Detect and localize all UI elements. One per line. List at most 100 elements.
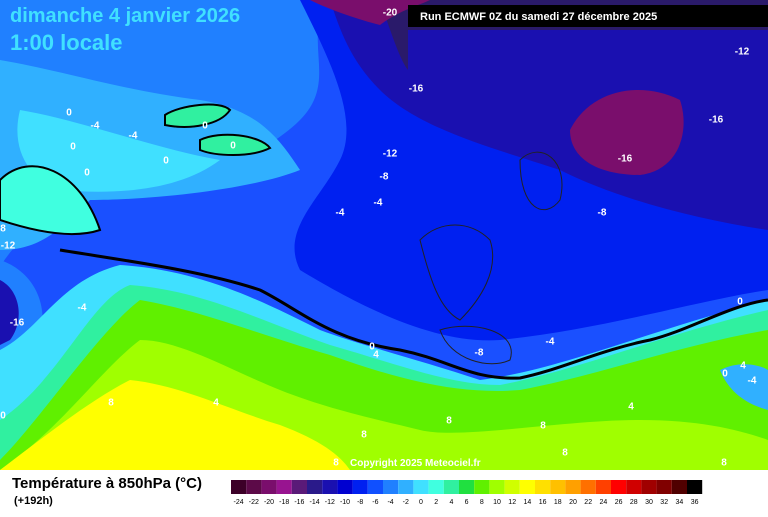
- scale-label: 22: [584, 499, 592, 506]
- scale-label: 6: [465, 499, 469, 506]
- contour-label: -16: [10, 318, 25, 329]
- contour-label: -4: [748, 376, 757, 387]
- contour-label: 8: [333, 458, 339, 469]
- contour-label: 0: [230, 141, 236, 152]
- scale-label: 30: [645, 499, 653, 506]
- scale-swatch: [291, 480, 307, 494]
- variable-label: Température à 850hPa (°C): [12, 475, 202, 492]
- scale-swatch: [504, 480, 520, 494]
- run-box: [408, 5, 768, 27]
- contour-label: 0: [0, 411, 6, 422]
- scale-swatch: [474, 480, 490, 494]
- color-scale: -24 -22 -20 -18 -16 -14 -12 -10 -8 -6 -4 -2 0 2 4 6 8 10 1…: [231, 480, 703, 506]
- scale-swatch: [413, 480, 429, 494]
- scale-label: -14: [310, 499, 320, 506]
- scale-swatch: [626, 480, 642, 494]
- region: [720, 364, 768, 410]
- scale-label: 12: [508, 499, 516, 506]
- contour-label: -4: [336, 208, 345, 219]
- contour-label: -12: [1, 241, 16, 252]
- scale-label: 18: [554, 499, 562, 506]
- scale-label: -2: [403, 499, 409, 506]
- contour-label: 8: [540, 421, 546, 432]
- scale-swatch: [519, 480, 535, 494]
- region: [310, 0, 430, 25]
- scale-label: 26: [615, 499, 623, 506]
- scale-swatch: [231, 480, 247, 494]
- scale-swatch: [428, 480, 444, 494]
- scale-label: 2: [434, 499, 438, 506]
- contour-label: -16: [709, 115, 724, 126]
- lead-time: (+192h): [14, 495, 53, 507]
- scale-label: 10: [493, 499, 501, 506]
- contour-label: -16: [409, 84, 424, 95]
- contour-label: 4: [628, 402, 634, 413]
- scale-swatch: [565, 480, 581, 494]
- map-title: dimanche 4 janvier 2026: [10, 5, 240, 27]
- contour-labels: -20 -12 -16 -16 0 -4 -4 0 0 0 0 -12 -16 0 -8 -4 -4 -8 8 -12…: [0, 8, 757, 469]
- coastline: [419, 151, 563, 365]
- contour-label: -4: [129, 131, 138, 142]
- region: [0, 165, 102, 236]
- scale-swatch: [246, 480, 262, 494]
- scale-label: -20: [264, 499, 274, 506]
- contour-label: -20: [383, 8, 398, 19]
- scale-label: -4: [387, 499, 393, 506]
- scale-swatch: [671, 480, 687, 494]
- scale-label: 36: [691, 499, 699, 506]
- scale-swatch: [535, 480, 551, 494]
- scale-label: 4: [449, 499, 453, 506]
- scale-swatch: [641, 480, 657, 494]
- scale-swatch: [367, 480, 383, 494]
- contour-label: -16: [618, 154, 633, 165]
- run-info: Run ECMWF 0Z du samedi 27 décembre 2025: [420, 11, 657, 23]
- contour-label: 8: [562, 448, 568, 459]
- scale-label: 32: [660, 499, 668, 506]
- scale-label: -12: [325, 499, 335, 506]
- contour-label: -4: [374, 198, 383, 209]
- region: [17, 110, 221, 192]
- region: [164, 103, 272, 156]
- contour-label: 0: [722, 369, 728, 380]
- scale-swatch: [307, 480, 323, 494]
- scale-label: -8: [357, 499, 363, 506]
- scale-swatch: [276, 480, 292, 494]
- contour-label: -8: [475, 348, 484, 359]
- contour-label: -4: [78, 303, 87, 314]
- contour-label: 0: [202, 121, 208, 132]
- contour-label: 8: [108, 398, 114, 409]
- contour-label: -4: [91, 121, 100, 132]
- contour-label: -8: [598, 208, 607, 219]
- scale-label: 20: [569, 499, 577, 506]
- scale-label: 16: [539, 499, 547, 506]
- contour-label: -12: [735, 47, 750, 58]
- scale-swatch: [352, 480, 368, 494]
- scale-swatch: [611, 480, 627, 494]
- contour-label: 4: [740, 361, 746, 372]
- scale-swatch: [489, 480, 505, 494]
- contour-label: 4: [213, 398, 219, 409]
- zero-isotherm: [59, 248, 768, 380]
- scale-swatch: [459, 480, 475, 494]
- region: [330, 0, 768, 230]
- contour-label: 8: [446, 416, 452, 427]
- region: [0, 280, 19, 345]
- scale-swatch: [656, 480, 672, 494]
- scale-label: -18: [279, 499, 289, 506]
- scale-swatch: [595, 480, 611, 494]
- scale-label: 14: [524, 499, 532, 506]
- contour-label: 0: [70, 142, 76, 153]
- scale-label: -6: [372, 499, 378, 506]
- region: [570, 90, 684, 175]
- contour-label: -8: [380, 172, 389, 183]
- scale-swatch: [398, 480, 414, 494]
- scale-label: 24: [600, 499, 608, 506]
- contour-label: 0: [163, 156, 169, 167]
- scale-swatch: [687, 480, 703, 494]
- contour-label: 0: [369, 342, 375, 353]
- map-time: 1:00 locale: [10, 30, 123, 55]
- contour-label: 0: [66, 108, 72, 119]
- contour-label: -12: [383, 149, 398, 160]
- scale-label: -16: [294, 499, 304, 506]
